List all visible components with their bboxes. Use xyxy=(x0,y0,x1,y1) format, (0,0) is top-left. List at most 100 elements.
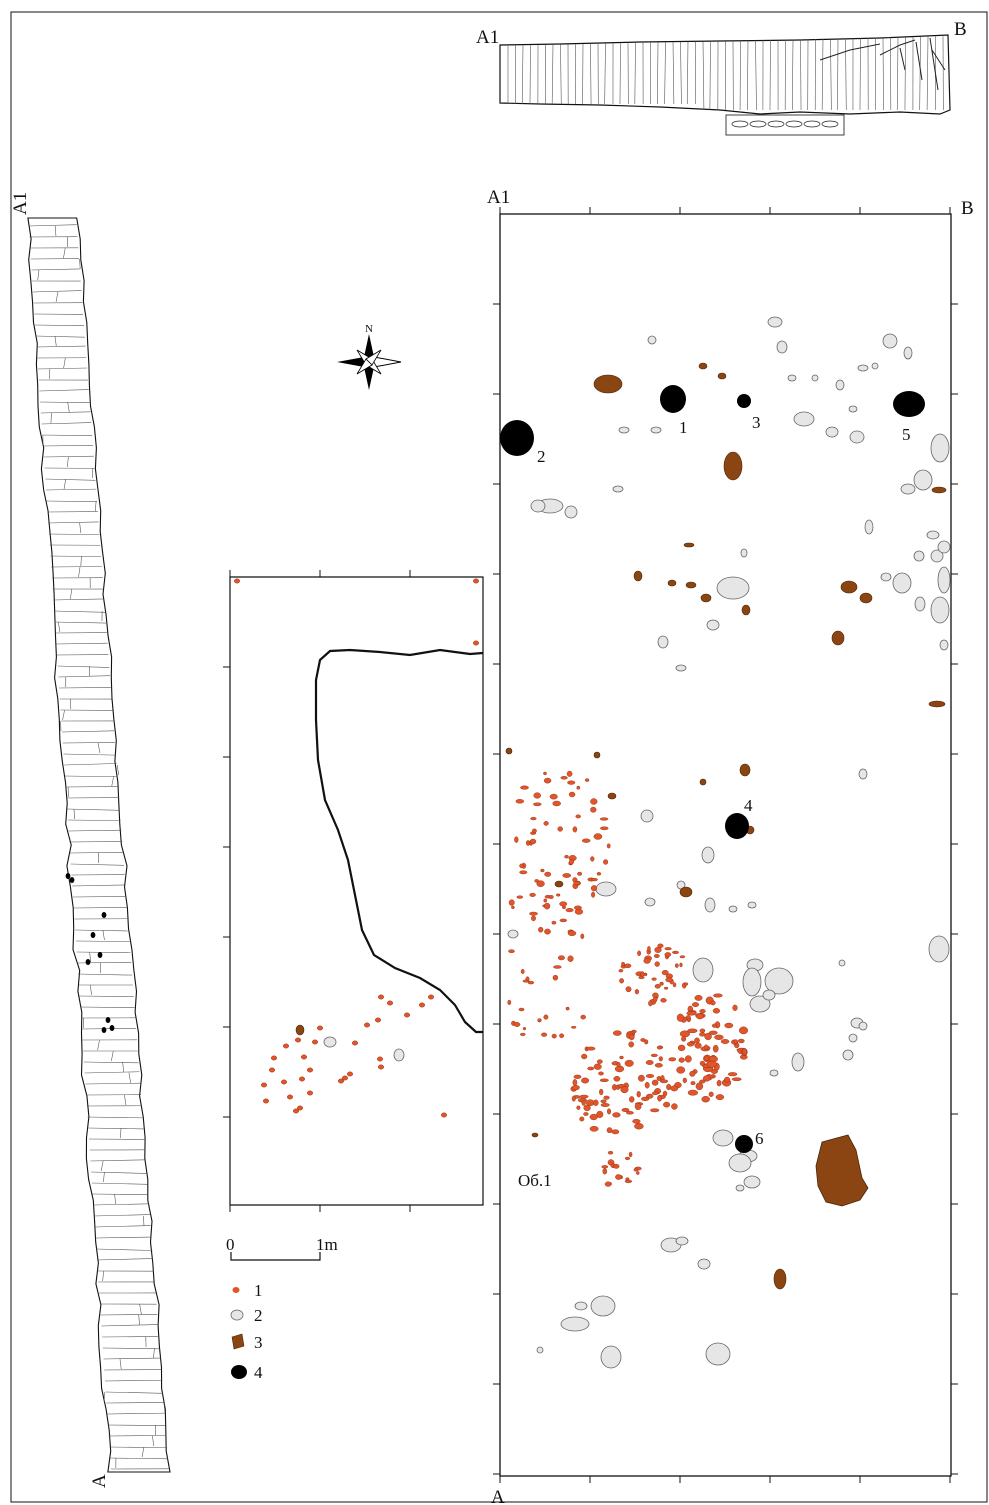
pit-4 xyxy=(725,813,749,839)
stone xyxy=(849,430,865,444)
red-fragment xyxy=(672,982,677,988)
stone xyxy=(864,519,874,535)
red-fragment-inset xyxy=(378,1064,385,1070)
red-fragment xyxy=(650,1108,660,1113)
red-fragment xyxy=(694,1042,702,1049)
profile-left-hatch-tick xyxy=(116,764,119,776)
profile-left-hatch-tick xyxy=(102,1270,104,1282)
profile-left-hatch-line xyxy=(102,1336,159,1338)
profile-left-hatch-line xyxy=(35,324,84,327)
stone xyxy=(880,572,892,582)
profile-top-lens-oval xyxy=(803,120,821,128)
red-fragment xyxy=(579,1116,585,1122)
red-fragment xyxy=(613,1030,622,1036)
red-fragment xyxy=(543,902,551,910)
red-fragment xyxy=(634,989,639,995)
red-fragment xyxy=(574,908,584,915)
red-fragment xyxy=(571,1095,576,1102)
stone xyxy=(928,935,950,963)
profile-top-hatch-line xyxy=(769,40,771,111)
brown-piece xyxy=(698,362,708,370)
red-fragment xyxy=(559,901,568,907)
profile-left-hatch-line xyxy=(101,1324,159,1327)
red-fragment xyxy=(629,1096,635,1103)
legend-symbol-1 xyxy=(232,1287,240,1293)
stone xyxy=(842,1049,854,1061)
red-fragment xyxy=(616,1062,621,1068)
stone xyxy=(600,1345,622,1369)
red-fragment xyxy=(567,780,576,785)
red-fragment-inset xyxy=(233,578,240,584)
red-fragment xyxy=(532,828,537,833)
red-fragment xyxy=(712,1008,721,1014)
stone xyxy=(574,1301,588,1311)
red-fragment xyxy=(694,1037,700,1044)
profile-left-hatch-tick xyxy=(120,1127,122,1139)
profile-left-hatch-tick xyxy=(67,401,70,413)
profile-top-lens-oval xyxy=(785,120,803,128)
profile-top-hatch-line xyxy=(859,38,861,111)
profile-left-hatch-tick xyxy=(97,742,101,754)
stone xyxy=(825,426,839,438)
red-fragment xyxy=(671,1103,678,1110)
red-fragment xyxy=(624,963,632,968)
north-arrow: N xyxy=(337,323,402,390)
red-fragment xyxy=(695,1082,704,1091)
stone xyxy=(811,374,819,382)
brown-piece xyxy=(683,542,695,548)
profile-left-hatch-line xyxy=(108,1435,167,1437)
red-fragment xyxy=(618,969,624,973)
red-fragment xyxy=(507,999,512,1005)
red-fragment xyxy=(593,833,603,840)
stone xyxy=(776,340,788,354)
plan-main: A1 B A xyxy=(487,187,974,1505)
red-fragment-inset xyxy=(287,1094,294,1100)
red-fragment xyxy=(703,1075,711,1082)
profile-top-hatch-line xyxy=(672,42,675,105)
red-fragment xyxy=(612,1112,621,1118)
profile-left-hatch-tick xyxy=(111,1050,114,1062)
plan-inset-frame xyxy=(229,576,484,1206)
red-fragment xyxy=(593,1063,602,1070)
pit-3 xyxy=(737,394,751,408)
red-fragment xyxy=(716,1079,722,1087)
profile-left-hatch-line xyxy=(40,401,90,404)
profile-left-hatch-line xyxy=(81,1028,137,1030)
red-fragment xyxy=(607,1150,614,1155)
red-fragment xyxy=(560,776,568,780)
red-fragment xyxy=(682,1077,687,1084)
stone xyxy=(743,1175,761,1189)
red-fragment xyxy=(634,1102,642,1110)
red-fragment xyxy=(541,1032,548,1037)
red-fragment xyxy=(687,1028,698,1034)
stone xyxy=(857,364,869,372)
red-fragment-inset xyxy=(307,1090,314,1096)
red-fragment xyxy=(584,778,590,782)
pit-4-label: 4 xyxy=(744,796,753,815)
profile-left-hatch-line xyxy=(64,763,117,766)
red-fragment xyxy=(590,798,598,805)
red-fragment-inset xyxy=(317,1025,324,1031)
stone xyxy=(647,335,657,345)
red-fragment xyxy=(687,1089,699,1096)
red-fragment xyxy=(704,1055,710,1061)
stone xyxy=(701,846,715,864)
profile-left-hatch-line xyxy=(100,1314,158,1316)
pits-layer: 1 2 3 4 5 6 xyxy=(500,385,925,1153)
stone xyxy=(705,1342,731,1366)
red-fragment xyxy=(533,792,541,799)
red-fragment xyxy=(559,1033,564,1038)
profile-left-hatch-line xyxy=(107,1424,166,1426)
red-fragment xyxy=(640,971,645,977)
red-fragment xyxy=(621,1107,630,1112)
profile-left-hatch-line xyxy=(48,521,99,524)
profile-top-hatch-line xyxy=(686,41,689,105)
red-fragment xyxy=(557,955,565,961)
red-fragment xyxy=(681,1036,687,1042)
red-fragment xyxy=(742,1047,747,1056)
profile-left-hatch-tick xyxy=(89,951,92,963)
red-fragment xyxy=(645,1074,655,1078)
red-fragment xyxy=(724,1022,734,1029)
profile-left-hatch-tick xyxy=(79,258,81,270)
red-fragment xyxy=(543,771,547,776)
